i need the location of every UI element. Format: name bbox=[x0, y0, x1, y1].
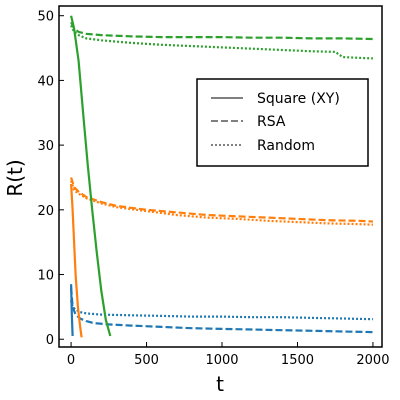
x-tick-label: 2000 bbox=[356, 353, 389, 368]
series-green-dashed bbox=[70, 21, 373, 41]
legend-label-random: Random bbox=[257, 138, 315, 154]
series-orange-dashed bbox=[70, 177, 373, 223]
legend: Square (XY) RSA Random bbox=[196, 78, 369, 167]
y-tick-label: 10 bbox=[37, 269, 54, 284]
axis-ticks: 0 500 1000 1500 2000 0 10 20 30 40 50 bbox=[37, 10, 389, 368]
x-tick-label: 0 bbox=[67, 353, 75, 368]
legend-box bbox=[196, 78, 369, 167]
y-tick-label: 40 bbox=[37, 74, 54, 89]
series-green-solid bbox=[70, 15, 112, 337]
series-green-dotted bbox=[70, 24, 373, 60]
x-tick-label: 1000 bbox=[205, 353, 238, 368]
legend-label-rsa: RSA bbox=[257, 114, 286, 130]
plot-lines bbox=[70, 15, 373, 338]
series-blue-dotted bbox=[70, 300, 373, 321]
series-orange-solid bbox=[70, 183, 83, 338]
x-tick-label: 1500 bbox=[281, 353, 314, 368]
x-tick-label: 500 bbox=[134, 353, 159, 368]
x-axis-label: t bbox=[216, 372, 224, 396]
y-tick-label: 30 bbox=[37, 139, 54, 154]
plot-frame bbox=[58, 5, 383, 348]
y-tick-label: 0 bbox=[46, 333, 54, 348]
series-blue-dashed bbox=[70, 287, 373, 334]
y-tick-label: 50 bbox=[37, 10, 54, 25]
y-tick-label: 20 bbox=[37, 204, 54, 219]
legend-label-square-xy: Square (XY) bbox=[257, 91, 340, 107]
y-axis-label: R(t) bbox=[3, 159, 27, 196]
series-orange-dotted bbox=[70, 180, 373, 226]
